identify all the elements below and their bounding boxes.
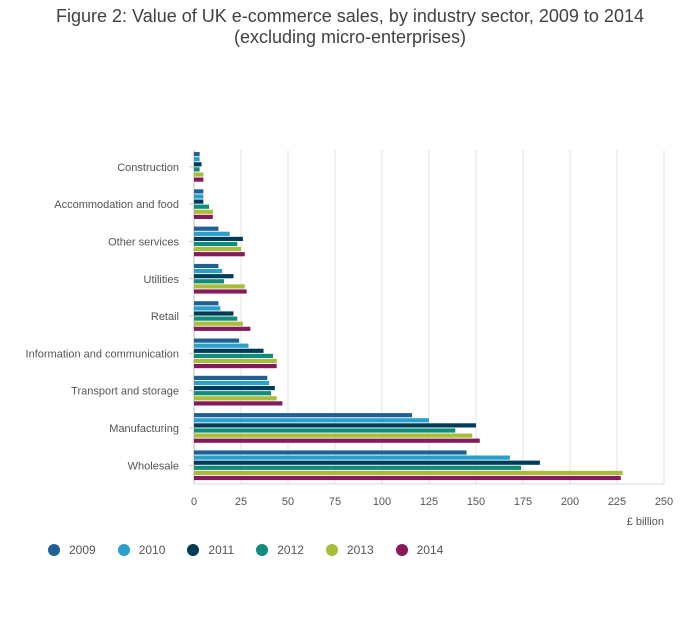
category-label: Information and communication — [26, 348, 179, 360]
category-label: Other services — [108, 236, 179, 248]
bar-2009-accommodation-and-food — [194, 189, 204, 194]
bar-2013-accommodation-and-food — [194, 209, 213, 214]
chart-title-line-2: (excluding micro-enterprises) — [233, 27, 467, 47]
bar-2010-manufacturing — [194, 418, 429, 423]
bar-2014-wholesale — [194, 475, 621, 481]
category-label: Accommodation and food — [54, 199, 179, 211]
bar-2014-accommodation-and-food — [194, 214, 213, 219]
bar-2013-information-and-communication — [194, 358, 277, 364]
chart-title: Figure 2: Value of UK e-commerce sales, … — [0, 6, 700, 48]
bar-2011-manufacturing — [194, 423, 476, 428]
legend-swatch — [187, 544, 200, 556]
legend-swatch — [117, 544, 130, 556]
bar-2014-utilities — [194, 289, 247, 294]
legend-swatch — [395, 544, 408, 556]
bar-2009-other-services — [194, 226, 219, 231]
bar-2012-construction — [194, 167, 200, 172]
bar-2009-utilities — [194, 263, 219, 269]
bar-2014-construction — [194, 177, 204, 182]
x-tick-label: 0 — [191, 496, 197, 508]
chart-legend: 2009 2010 2011 2012 2013 2014 — [48, 540, 465, 560]
legend-item-2011[interactable]: 2011 — [187, 543, 234, 557]
legend-label: 2012 — [277, 543, 304, 557]
bar-2011-information-and-communication — [194, 348, 264, 353]
bar-2014-retail — [194, 326, 251, 331]
bar-2009-wholesale — [194, 450, 467, 455]
bar-2013-construction — [194, 172, 204, 177]
bar-2011-wholesale — [194, 460, 540, 465]
chart-title-line-1: Figure 2: Value of UK e-commerce sales, … — [56, 6, 644, 26]
bar-2012-transport-and-storage — [194, 391, 272, 396]
bar-2012-wholesale — [194, 465, 522, 470]
x-tick-label: 75 — [329, 496, 341, 508]
category-label: Wholesale — [128, 460, 179, 472]
x-tick-label: 175 — [514, 496, 532, 508]
category-label: Construction — [117, 162, 179, 174]
bar-2009-manufacturing — [194, 413, 413, 418]
legend-swatch — [325, 544, 338, 556]
category-label: Manufacturing — [109, 423, 179, 435]
bar-2014-other-services — [194, 252, 245, 257]
bar-2009-transport-and-storage — [194, 375, 268, 380]
x-tick-label: 225 — [608, 496, 626, 508]
bar-2012-retail — [194, 316, 238, 321]
bar-2012-accommodation-and-food — [194, 204, 210, 209]
x-tick-label: 250 — [655, 496, 673, 508]
bar-2012-other-services — [194, 241, 238, 247]
bar-2013-transport-and-storage — [194, 396, 277, 401]
bar-2014-manufacturing — [194, 438, 480, 443]
bar-2011-accommodation-and-food — [194, 199, 204, 204]
bar-2011-retail — [194, 311, 234, 316]
legend-item-2014[interactable]: 2014 — [395, 543, 444, 557]
bar-2010-information-and-communication — [194, 343, 249, 348]
x-tick-label: 200 — [561, 496, 579, 508]
category-label: Transport and storage — [71, 386, 179, 398]
legend-label: 2011 — [208, 543, 235, 557]
legend-label: 2010 — [138, 543, 166, 557]
legend-label: 2013 — [346, 543, 374, 557]
bar-2010-other-services — [194, 231, 230, 236]
bar-2011-other-services — [194, 236, 243, 241]
legend-swatch — [256, 544, 269, 556]
legend-label: 2014 — [416, 543, 444, 557]
bar-2011-utilities — [194, 274, 234, 279]
bar-2013-manufacturing — [194, 433, 473, 438]
legend-swatch — [48, 544, 60, 556]
category-label: Retail — [151, 311, 179, 323]
bar-2013-other-services — [194, 247, 241, 252]
x-tick-label: 25 — [235, 496, 247, 508]
bar-2013-utilities — [194, 284, 245, 289]
bar-2009-construction — [194, 152, 200, 157]
x-tick-label: 125 — [420, 496, 438, 508]
bar-2010-retail — [194, 306, 221, 311]
bar-2010-utilities — [194, 269, 223, 274]
bar-2010-accommodation-and-food — [194, 194, 204, 199]
legend-item-2010[interactable]: 2010 — [117, 543, 166, 557]
bar-2010-wholesale — [194, 455, 510, 460]
bar-2014-information-and-communication — [194, 364, 277, 369]
bar-2013-retail — [194, 321, 243, 326]
bar-2012-utilities — [194, 279, 225, 284]
category-label: Utilities — [144, 274, 180, 286]
x-axis-label: £ billion — [627, 516, 664, 528]
bar-2010-transport-and-storage — [194, 380, 270, 386]
x-tick-label: 100 — [373, 496, 391, 508]
bar-2009-retail — [194, 301, 219, 306]
bar-2009-information-and-communication — [194, 338, 240, 343]
bar-2013-wholesale — [194, 470, 623, 475]
legend-item-2013[interactable]: 2013 — [325, 543, 374, 557]
x-tick-label: 50 — [282, 496, 294, 508]
bar-2010-construction — [194, 157, 200, 162]
bar-2012-manufacturing — [194, 428, 456, 433]
bar-2014-transport-and-storage — [194, 401, 283, 406]
legend-item-2009[interactable]: 2009 — [48, 543, 96, 557]
legend-label: 2009 — [69, 543, 96, 557]
bar-2011-construction — [194, 162, 202, 167]
bar-2012-information-and-communication — [194, 353, 273, 358]
legend-item-2012[interactable]: 2012 — [256, 543, 304, 557]
x-tick-label: 150 — [467, 496, 485, 508]
bar-2011-transport-and-storage — [194, 386, 275, 391]
